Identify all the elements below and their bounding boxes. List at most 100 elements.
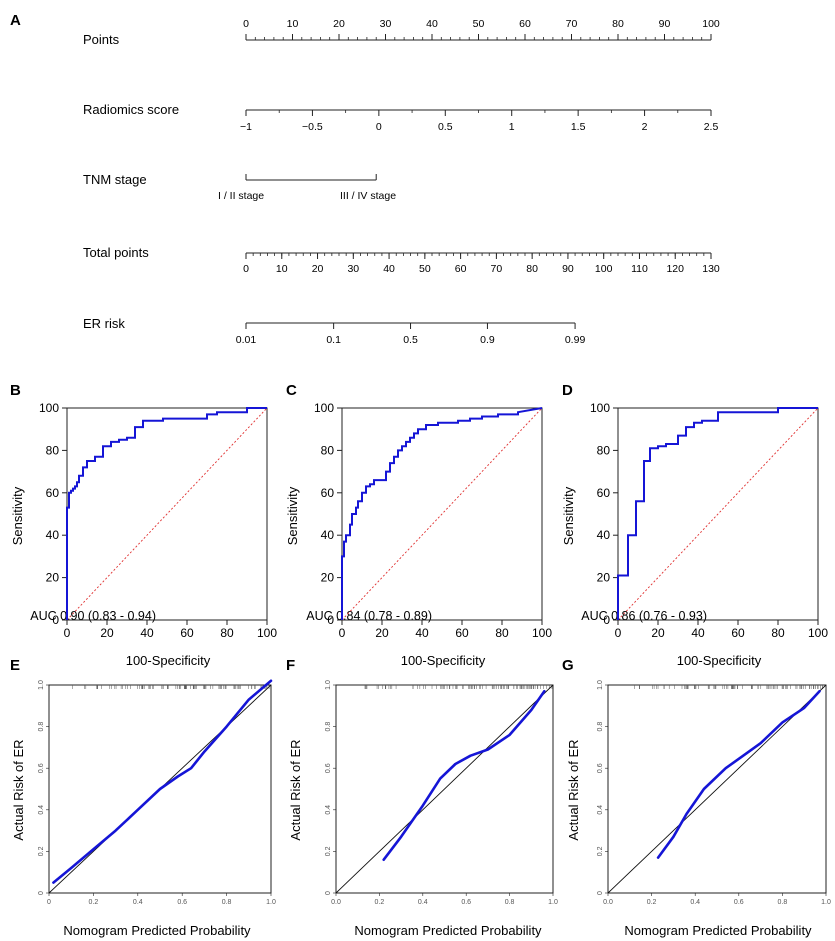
calibration-x-tick-label: 0.2 — [89, 899, 99, 906]
roc-y-tick-label: 80 — [321, 443, 335, 457]
calibration-y-tick-label: 0.2 — [597, 846, 604, 856]
points-tick-label: 100 — [702, 18, 720, 30]
roc-y-tick-label: 80 — [46, 443, 60, 457]
calibration-y-tick-label: 0.2 — [325, 846, 332, 856]
roc-y-tick-label: 20 — [321, 571, 335, 585]
roc-curve — [617, 407, 818, 620]
roc-xlabel-d: 100-Specificity — [677, 653, 762, 668]
calibration-y-tick-label: 0 — [38, 891, 45, 895]
calibration-y-tick-label: 0.2 — [38, 846, 45, 856]
panel-label-c: C — [286, 382, 297, 399]
calibration-x-tick-label: 0.8 — [222, 899, 232, 906]
roc-x-tick-label: 0 — [339, 626, 346, 640]
calibration-x-tick-label: 0.2 — [375, 899, 385, 906]
calibration-y-tick-label: 0.8 — [325, 722, 332, 732]
points-tick-label: 20 — [333, 18, 345, 30]
roc-y-tick-label: 60 — [597, 486, 611, 500]
total-tick-label: 100 — [595, 263, 613, 275]
cal-ylabel-e: Actual Risk of ER — [11, 739, 26, 840]
roc-plot-frame — [617, 407, 819, 621]
roc-x-tick-label: 40 — [415, 626, 429, 640]
cal-xlabel-g: Nomogram Predicted Probability — [624, 923, 812, 938]
roc-xlabel-c: 100-Specificity — [401, 653, 486, 668]
calibration-y-tick-label: 0.8 — [38, 722, 45, 732]
panel-label-d: D — [562, 382, 573, 399]
total-tick-label: 120 — [666, 263, 684, 275]
panel-label-f: F — [286, 657, 295, 674]
roc-reference-line — [341, 407, 543, 621]
radiomics-tick-label: 1 — [509, 121, 515, 133]
calibration-panel-e: Nomogram Predicted Probability Actual Ri… — [11, 679, 276, 938]
roc-y-tick-label: 0 — [327, 613, 334, 627]
calibration-y-tick-label: 0 — [597, 891, 604, 895]
roc-annotation-c: AUC 0.84 (0.78 - 0.89) — [306, 609, 432, 623]
panel-label-b: B — [10, 382, 21, 399]
tnm-level-label-late: III / IV stage — [340, 190, 396, 202]
radiomics-tick-label: 0 — [376, 121, 382, 133]
nomogram-row-label-radiomics: Radiomics score — [83, 102, 179, 117]
calibration-y-tick-label: 0.6 — [597, 763, 604, 773]
total-tick-label: 70 — [491, 263, 503, 275]
roc-y-tick-label: 20 — [597, 571, 611, 585]
roc-y-tick-label: 40 — [597, 528, 611, 542]
radiomics-tick-label: 1.5 — [571, 121, 586, 133]
roc-reference-line — [66, 407, 268, 621]
calibration-y-tick-label: 0.4 — [597, 805, 604, 815]
total-tick-label: 40 — [383, 263, 395, 275]
nomogram: 0 10 20 30 40 50 60 70 80 90 100−1 −0.5 0 0.5 1 1.5 2 2.5… — [236, 18, 720, 346]
nomogram-row-label-total: Total points — [83, 245, 149, 260]
roc-x-tick-label: 100 — [257, 626, 277, 640]
radiomics-tick-label: 0.5 — [438, 121, 453, 133]
roc-panel-b: AUC 0.90 (0.83 - 0.94) 100-Specificity S… — [10, 401, 277, 668]
roc-y-tick-label: 100 — [590, 401, 610, 415]
roc-x-tick-label: 80 — [771, 626, 785, 640]
points-tick-label: 70 — [566, 18, 578, 30]
points-tick-label: 90 — [659, 18, 671, 30]
roc-xlabel-b: 100-Specificity — [126, 653, 211, 668]
calibration-curve — [656, 689, 821, 859]
roc-x-tick-label: 100 — [532, 626, 552, 640]
calibration-panel-f: Nomogram Predicted Probability Actual Ri… — [288, 680, 558, 938]
calibration-y-tick-label: 0.6 — [38, 763, 45, 773]
calibration-x-tick-label: 1.0 — [548, 899, 558, 906]
points-tick-label: 30 — [380, 18, 392, 30]
panel-label-a: A — [10, 12, 21, 29]
roc-panel-c: AUC 0.84 (0.78 - 0.89) 100-Specificity S… — [285, 401, 552, 668]
calibration-x-tick-label: 0.8 — [505, 899, 515, 906]
points-tick-label: 80 — [612, 18, 624, 30]
roc-y-tick-label: 40 — [46, 528, 60, 542]
roc-reference-line — [617, 407, 819, 621]
calibration-curve — [382, 689, 546, 862]
roc-annotation-b: AUC 0.90 (0.83 - 0.94) — [30, 609, 156, 623]
cal-xlabel-e: Nomogram Predicted Probability — [63, 923, 251, 938]
nomogram-row-label-tnm: TNM stage — [83, 172, 147, 187]
nomogram-row-label-er-risk: ER risk — [83, 316, 125, 331]
total-tick-label: 80 — [526, 263, 538, 275]
calibration-x-tick-label: 0.8 — [778, 899, 788, 906]
roc-curve — [66, 407, 267, 620]
roc-x-tick-label: 80 — [495, 626, 509, 640]
calibration-panel-g: Nomogram Predicted Probability Actual Ri… — [566, 680, 831, 938]
roc-y-tick-label: 60 — [321, 486, 335, 500]
total-tick-label: 60 — [455, 263, 467, 275]
roc-x-tick-label: 80 — [220, 626, 234, 640]
calibration-x-tick-label: 0.6 — [734, 899, 744, 906]
calibration-x-tick-label: 0.4 — [418, 899, 428, 906]
points-tick-label: 50 — [473, 18, 485, 30]
calibration-x-tick-label: 0.6 — [461, 899, 471, 906]
tnm-level-label-early: I / II stage — [218, 190, 264, 202]
calibration-y-tick-label: 1.0 — [325, 680, 332, 690]
calibration-y-tick-label: 0.4 — [38, 805, 45, 815]
roc-panel-d: AUC 0.86 (0.76 - 0.93) 100-Specificity S… — [561, 401, 828, 668]
calibration-y-tick-label: 0.4 — [325, 805, 332, 815]
calibration-y-tick-label: 0.8 — [597, 722, 604, 732]
roc-x-tick-label: 40 — [691, 626, 705, 640]
er-risk-tick-label: 0.9 — [480, 334, 495, 346]
radiomics-tick-label: −1 — [240, 121, 252, 133]
roc-y-tick-label: 80 — [597, 443, 611, 457]
total-tick-label: 110 — [631, 263, 648, 275]
roc-y-tick-label: 100 — [314, 401, 334, 415]
calibration-x-tick-label: 1.0 — [266, 899, 276, 906]
calibration-ideal-line — [335, 684, 554, 894]
